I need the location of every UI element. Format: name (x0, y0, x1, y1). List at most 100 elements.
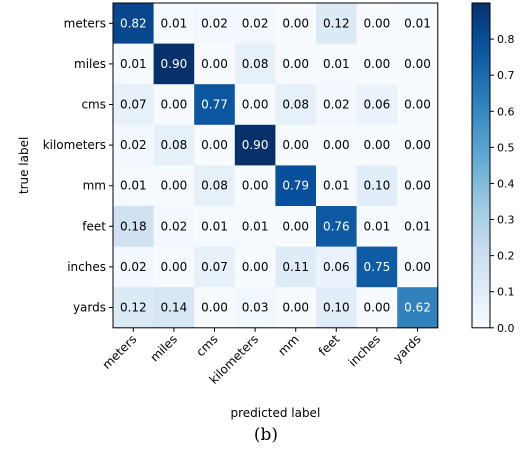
cell-value-label: 0.00 (364, 138, 391, 152)
cell-value-label: 0.07 (201, 260, 228, 274)
cell-value-label: 0.02 (161, 219, 188, 233)
cell-value-label: 0.01 (404, 16, 431, 30)
heatmap-cell (356, 246, 398, 288)
heatmap-cell (397, 206, 439, 248)
x-tick-label: feet (316, 332, 343, 359)
cell-value-label: 0.00 (364, 301, 391, 315)
cell-value-label: 0.06 (323, 260, 350, 274)
x-tick-label: cms (193, 332, 220, 359)
cell-value-label: 0.02 (120, 138, 147, 152)
y-axis-label: true label (17, 137, 31, 194)
cell-value-label: 0.00 (404, 260, 431, 274)
x-axis-label: predicted label (231, 406, 321, 420)
cell-value-label: 0.01 (120, 179, 147, 193)
heatmap-cell (153, 206, 195, 248)
heatmap-cell (275, 165, 317, 207)
heatmap-cell (234, 206, 276, 248)
heatmap-cell (113, 206, 155, 248)
heatmap-cell (234, 124, 276, 166)
heatmap-cell (356, 206, 398, 248)
x-tick-label: meters (100, 332, 140, 372)
cell-value-label: 0.00 (404, 138, 431, 152)
heatmap-cell (113, 287, 155, 329)
heatmap-cell (194, 84, 236, 126)
cell-value-label: 0.76 (323, 219, 350, 233)
heatmap-cell (194, 124, 236, 166)
cell-value-label: 0.00 (282, 301, 309, 315)
cell-value-label: 0.82 (120, 16, 147, 30)
heatmap-cell (153, 287, 195, 329)
cell-value-label: 0.00 (282, 219, 309, 233)
heatmap-cell (316, 43, 358, 85)
colorbar-tick-label: 0.1 (497, 286, 515, 299)
heatmap-cell (316, 287, 358, 329)
heatmap-cell (153, 3, 195, 45)
cell-value-label: 0.08 (282, 98, 309, 112)
heatmap-cell (316, 3, 358, 45)
colorbar-tick-label: 0.7 (497, 69, 515, 82)
cell-value-label: 0.10 (323, 301, 350, 315)
cell-value-label: 0.01 (120, 57, 147, 71)
heatmap-cell (275, 287, 317, 329)
heatmap-cell (113, 3, 155, 45)
figure-caption: (b) (253, 425, 279, 445)
cell-value-label: 0.06 (364, 98, 391, 112)
x-tick-label: inches (346, 332, 383, 369)
y-tick-label: miles (74, 57, 106, 71)
heatmap-cell (397, 165, 439, 207)
colorbar-tick-label: 0.0 (497, 322, 515, 335)
cell-value-label: 0.00 (323, 138, 350, 152)
plot-frame (112, 2, 439, 329)
heatmap-cell (316, 206, 358, 248)
y-tick-label: meters (64, 16, 106, 30)
heatmap-cell (397, 246, 439, 288)
cell-value-label: 0.03 (242, 301, 269, 315)
heatmap-cell (356, 165, 398, 207)
heatmap-cell (397, 84, 439, 126)
heatmap-cell (194, 3, 236, 45)
heatmap-cell (113, 246, 155, 288)
cell-value-label: 0.00 (404, 98, 431, 112)
x-tick-label: mm (275, 332, 301, 358)
heatmap-cell (234, 246, 276, 288)
colorbar-tick-label: 0.3 (497, 214, 515, 227)
cell-value-label: 0.00 (161, 98, 188, 112)
heatmap-cell (397, 43, 439, 85)
heatmap-cell (234, 165, 276, 207)
x-tick-label: yards (390, 332, 423, 365)
heatmap-cell (397, 3, 439, 45)
cell-value-label: 0.08 (201, 179, 228, 193)
cell-value-label: 0.00 (404, 57, 431, 71)
y-tick-label: mm (83, 179, 106, 193)
colorbar-ticks: 0.0 0.1 0.2 0.3 0.4 0.5 0.6 0.7 0.8 (490, 33, 515, 335)
cell-value-label: 0.00 (201, 301, 228, 315)
heatmap-cell (153, 246, 195, 288)
heatmap-cell (356, 287, 398, 329)
cell-value-label: 0.11 (282, 260, 309, 274)
heatmap-cell (113, 84, 155, 126)
heatmap-cell (356, 84, 398, 126)
heatmap-cell (316, 165, 358, 207)
cell-value-label: 0.00 (242, 179, 269, 193)
cell-value-label: 0.00 (161, 260, 188, 274)
cell-value-label: 0.01 (364, 219, 391, 233)
y-tick-label: yards (73, 301, 106, 315)
cell-value-label: 0.02 (323, 98, 350, 112)
heatmap-cell (113, 124, 155, 166)
cell-value-label: 0.00 (201, 57, 228, 71)
heatmap-cell (316, 124, 358, 166)
cell-value-label: 0.00 (242, 98, 269, 112)
heatmap-cell (275, 3, 317, 45)
cell-value-label: 0.07 (120, 98, 147, 112)
colorbar-tick-label: 0.4 (497, 177, 515, 190)
heatmap-cell (194, 246, 236, 288)
cell-value-label: 0.01 (323, 57, 350, 71)
cell-value-label: 0.00 (282, 138, 309, 152)
colorbar-tick-label: 0.2 (497, 250, 515, 263)
y-tick-label: inches (67, 260, 106, 274)
heatmap-cell (194, 165, 236, 207)
cell-value-label: 0.12 (120, 301, 147, 315)
cell-value-label: 0.08 (242, 57, 269, 71)
